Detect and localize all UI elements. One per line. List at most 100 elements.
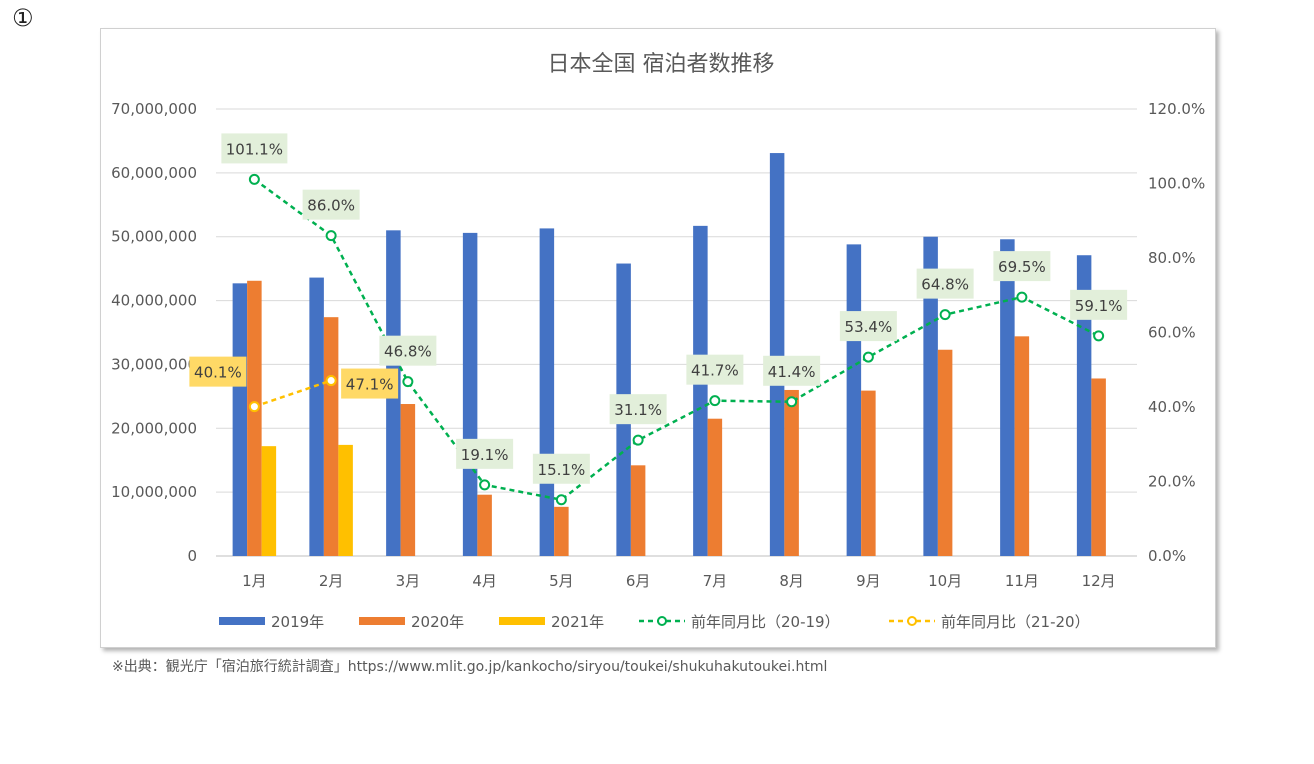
data-label: 86.0% xyxy=(307,197,355,215)
bar-2020年-6月 xyxy=(630,465,646,556)
left-y-axis: 0 10,000,000 20,000,000 30,000,000 40,000,00… xyxy=(111,100,197,565)
bar-2019年-2月 xyxy=(309,277,324,556)
point-前年同月比（20-19）-4月 xyxy=(479,479,491,491)
legend-label: 2021年 xyxy=(551,613,604,631)
legend-swatch xyxy=(499,617,545,625)
bar-2020年-8月 xyxy=(784,389,799,556)
left-y-tick-label: 50,000,000 xyxy=(111,228,197,246)
data-label: 31.1% xyxy=(614,401,662,419)
legend: 2019年 2020年 2021年 前年同月比（20-19） 前年同月比（21-20） xyxy=(219,613,1090,631)
x-tick-label: 1月 xyxy=(242,572,267,590)
point-前年同月比（21-20）-1月 xyxy=(248,401,260,413)
bar-2019年-5月 xyxy=(539,228,555,557)
bar-2021年-2月 xyxy=(338,444,353,556)
data-label: 19.1% xyxy=(461,446,509,464)
legend-swatch xyxy=(359,617,405,625)
data-label-box xyxy=(609,394,667,425)
data-label-box xyxy=(221,133,288,164)
bar-2019年-10月 xyxy=(923,236,938,556)
x-axis: 1月 2月 3月 4月 5月 6月 7月 8月 9月 10月 11月 12月 xyxy=(242,572,1116,590)
point-前年同月比（20-19）-5月 xyxy=(555,494,567,506)
right-y-tick-label: 20.0% xyxy=(1148,473,1196,491)
bar-2020年-3月 xyxy=(400,404,416,556)
point-前年同月比（20-19）-1月 xyxy=(248,173,260,185)
data-label: 64.8% xyxy=(921,276,969,294)
gridlines xyxy=(216,108,1137,557)
data-label: 15.1% xyxy=(538,461,586,479)
data-label-box xyxy=(916,268,974,299)
bar-2020年-4月 xyxy=(477,494,492,556)
bar-2019年-9月 xyxy=(846,244,862,556)
bar-2019年-7月 xyxy=(693,225,708,556)
point-前年同月比（20-19）-10月 xyxy=(939,309,951,321)
line-前年同月比（21-20） xyxy=(253,379,332,408)
right-y-tick-label: 100.0% xyxy=(1148,175,1205,193)
point-前年同月比（20-19）-12月 xyxy=(1093,330,1105,342)
point-前年同月比（20-19）-9月 xyxy=(862,351,874,363)
data-label: 47.1% xyxy=(346,376,394,394)
bar-2019年-8月 xyxy=(769,153,785,556)
data-label-box xyxy=(763,355,821,386)
bar-marks xyxy=(232,153,1106,557)
x-tick-label: 7月 xyxy=(703,572,728,590)
right-y-tick-label: 120.0% xyxy=(1148,100,1205,118)
bar-2019年-4月 xyxy=(462,232,478,556)
left-y-tick-label: 20,000,000 xyxy=(111,419,197,437)
left-y-tick-label: 0 xyxy=(187,547,197,565)
data-label: 41.7% xyxy=(691,362,739,380)
data-label-box xyxy=(532,453,590,484)
point-前年同月比（20-19）-11月 xyxy=(1016,291,1028,303)
x-tick-label: 12月 xyxy=(1082,572,1116,590)
data-label-box xyxy=(686,354,744,385)
source-citation: ※出典：観光庁「宿泊旅行統計調査」https://www.mlit.go.jp/… xyxy=(112,659,828,675)
chart-card: 日本全国 宿泊者数推移 0 10,000,000 20,000,000 30,000,… xyxy=(100,28,1216,648)
data-label: 41.4% xyxy=(768,363,816,381)
right-y-axis: 0.0% 20.0% 40.0% 60.0% 80.0% 100.0% 120.0% xyxy=(1148,100,1205,565)
legend-marker xyxy=(657,616,667,626)
legend-swatch xyxy=(219,617,265,625)
point-前年同月比（20-19）-6月 xyxy=(632,434,644,446)
legend-label: 前年同月比（20-19） xyxy=(691,613,840,631)
right-y-tick-label: 60.0% xyxy=(1148,324,1196,342)
data-label-box xyxy=(1070,289,1128,320)
data-label-box xyxy=(456,438,514,469)
x-tick-label: 3月 xyxy=(396,572,421,590)
left-y-tick-label: 70,000,000 xyxy=(111,100,197,118)
point-前年同月比（20-19）-2月 xyxy=(325,230,337,242)
legend-label: 2020年 xyxy=(411,613,464,631)
bar-2019年-1月 xyxy=(232,283,248,556)
x-tick-label: 6月 xyxy=(626,572,651,590)
bar-2020年-1月 xyxy=(247,280,262,556)
line-marks: 101.1% 86.0% 46.8% 19.1% 15.1% 31.1% 41.7% 41.4… xyxy=(189,133,1128,506)
data-label: 53.4% xyxy=(845,318,893,336)
right-y-tick-label: 80.0% xyxy=(1148,249,1196,267)
x-tick-label: 10月 xyxy=(928,572,962,590)
point-前年同月比（20-19）-3月 xyxy=(402,376,414,388)
data-label-box xyxy=(379,335,437,366)
x-tick-label: 9月 xyxy=(856,572,881,590)
data-label-box xyxy=(189,356,247,387)
legend-label: 2019年 xyxy=(271,613,324,631)
bar-2020年-11月 xyxy=(1014,336,1030,556)
data-label: 59.1% xyxy=(1075,297,1123,315)
bar-2021年-1月 xyxy=(261,446,277,556)
right-y-tick-label: 0.0% xyxy=(1148,547,1186,565)
bar-2020年-5月 xyxy=(554,506,569,556)
data-label-box xyxy=(839,311,897,342)
left-y-tick-label: 10,000,000 xyxy=(111,483,197,501)
bar-2020年-9月 xyxy=(861,390,876,556)
data-label: 69.5% xyxy=(998,258,1046,276)
chart-svg: 日本全国 宿泊者数推移 0 10,000,000 20,000,000 30,000,… xyxy=(111,52,1205,631)
line-前年同月比（20-19） xyxy=(253,178,1100,502)
data-label: 101.1% xyxy=(226,140,283,158)
bar-2020年-2月 xyxy=(323,317,339,556)
left-y-tick-label: 40,000,000 xyxy=(111,292,197,310)
chart-title: 日本全国 宿泊者数推移 xyxy=(548,52,775,77)
point-前年同月比（20-19）-7月 xyxy=(709,395,721,407)
bar-2020年-10月 xyxy=(937,349,953,556)
legend-marker xyxy=(907,616,917,626)
figure-number-marker: ① xyxy=(12,4,34,32)
x-tick-label: 4月 xyxy=(472,572,497,590)
data-label: 40.1% xyxy=(194,364,242,382)
bar-2020年-7月 xyxy=(707,418,723,556)
